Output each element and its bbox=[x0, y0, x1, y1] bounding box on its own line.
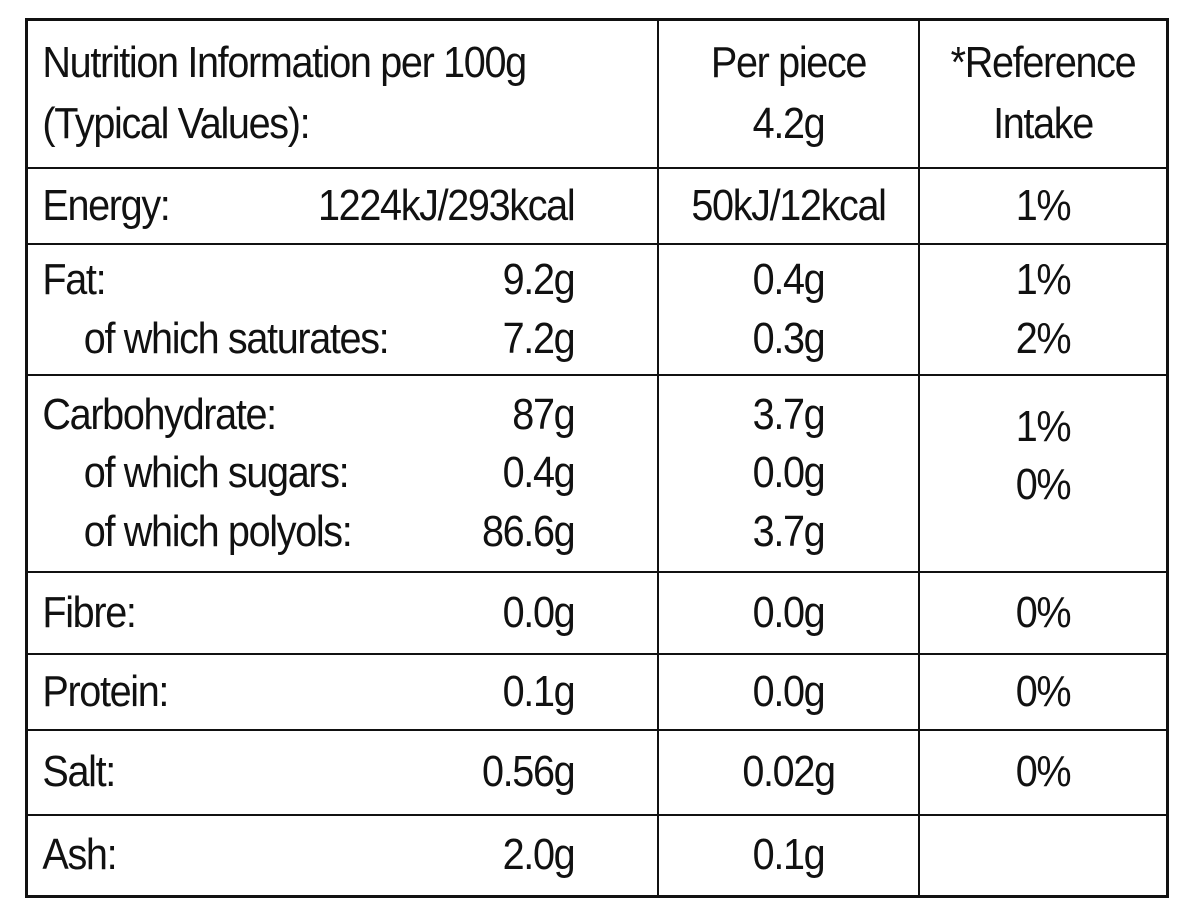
per100-value: 1224kJ/293kcal bbox=[318, 180, 576, 230]
header-per-piece-label: Per piece bbox=[710, 38, 868, 88]
per100-value: 9.2g bbox=[502, 255, 576, 305]
per-piece-value: 0.1g bbox=[752, 830, 826, 880]
ash-row: Ash: 2.0g 0.1g bbox=[28, 814, 1166, 895]
per-piece-value: 0.0g bbox=[752, 587, 826, 637]
nutrient-line: Ash: 2.0g bbox=[28, 826, 594, 884]
nutrient-label: of which sugars: bbox=[83, 448, 350, 498]
per100-value: 0.56g bbox=[481, 747, 576, 797]
salt-row: Salt: 0.56g 0.02g 0% bbox=[28, 729, 1166, 816]
nutrient-label: Salt: bbox=[42, 747, 116, 797]
carbohydrate-row: Carbohydrate: 87g of which sugars: 0.4g … bbox=[28, 374, 1166, 573]
header-per100-cell: Nutrition Information per 100g (Typical … bbox=[28, 21, 659, 169]
nutrient-label: Carbohydrate: bbox=[42, 390, 277, 440]
header-per-piece-weight: 4.2g bbox=[752, 99, 826, 148]
per-piece-value: 0.0g bbox=[752, 666, 826, 716]
protein-row: Protein: 0.1g 0.0g 0% bbox=[28, 653, 1166, 731]
ri-value: 1% bbox=[1015, 255, 1072, 305]
nutrient-line: Fibre: 0.0g bbox=[28, 584, 594, 642]
header-per-piece-cell: Per piece 4.2g bbox=[657, 21, 920, 169]
per100-value: 0.4g bbox=[502, 448, 576, 498]
header-ri-label: *Reference bbox=[950, 38, 1137, 88]
nutrient-line: Fat: 9.2g bbox=[28, 251, 594, 309]
header-subtitle: (Typical Values): bbox=[42, 99, 310, 148]
per-piece-value: 3.7g bbox=[752, 390, 826, 440]
per100-value: 2.0g bbox=[502, 830, 576, 880]
ri-value: 1% bbox=[1015, 402, 1072, 451]
ri-value: 2% bbox=[1015, 313, 1072, 363]
nutrient-line: Energy: 1224kJ/293kcal bbox=[28, 177, 594, 235]
nutrient-line: Carbohydrate: 87g bbox=[28, 386, 594, 444]
nutrition-table-grid: Nutrition Information per 100g (Typical … bbox=[28, 21, 1166, 895]
nutrient-label: of which polyols: bbox=[83, 506, 353, 556]
header-ri-cell: *Reference Intake bbox=[918, 21, 1166, 169]
ri-value: 0% bbox=[1015, 666, 1072, 716]
per-piece-value: 3.7g bbox=[752, 506, 826, 556]
per-piece-value: 0.4g bbox=[752, 255, 826, 305]
per-piece-value: 0.02g bbox=[742, 747, 836, 797]
fibre-row: Fibre: 0.0g 0.0g 0% bbox=[28, 571, 1166, 655]
nutrient-label: Fibre: bbox=[42, 587, 136, 637]
nutrient-subline: of which sugars: 0.4g bbox=[28, 444, 594, 502]
per100-value: 87g bbox=[512, 390, 575, 440]
per-piece-value: 50kJ/12kcal bbox=[691, 180, 887, 230]
nutrition-table: Nutrition Information per 100g (Typical … bbox=[25, 18, 1169, 898]
nutrient-label: Ash: bbox=[42, 830, 117, 880]
per100-value: 0.1g bbox=[502, 666, 576, 716]
empty-ri-cell bbox=[918, 814, 1166, 895]
fat-row: Fat: 9.2g of which saturates: 7.2g 0.4g … bbox=[28, 243, 1166, 376]
per-piece-value: 0.0g bbox=[752, 448, 826, 498]
nutrient-label: Protein: bbox=[42, 666, 169, 716]
nutrient-line: Protein: 0.1g bbox=[28, 663, 594, 721]
ri-value: 0% bbox=[1015, 587, 1072, 637]
per-piece-value: 0.3g bbox=[752, 313, 826, 363]
ri-value: 1% bbox=[1015, 180, 1072, 230]
nutrient-label: Energy: bbox=[42, 180, 170, 230]
nutrient-subline: of which saturates: 7.2g bbox=[28, 310, 594, 368]
per100-value: 7.2g bbox=[502, 313, 576, 363]
ri-value: 0% bbox=[1015, 747, 1072, 797]
nutrient-line: Salt: 0.56g bbox=[28, 743, 594, 801]
per100-value: 0.0g bbox=[502, 587, 576, 637]
nutrient-label: Fat: bbox=[42, 255, 106, 305]
header-title: Nutrition Information per 100g bbox=[42, 38, 527, 88]
header-ri-label-2: Intake bbox=[993, 99, 1094, 148]
ri-value: 0% bbox=[1015, 460, 1072, 510]
header-row: Nutrition Information per 100g (Typical … bbox=[28, 21, 1166, 169]
per100-value: 86.6g bbox=[481, 506, 576, 556]
energy-row: Energy: 1224kJ/293kcal 50kJ/12kcal 1% bbox=[28, 167, 1166, 245]
nutrient-subline: of which polyols: 86.6g bbox=[28, 503, 594, 561]
nutrient-label: of which saturates: bbox=[83, 313, 390, 363]
